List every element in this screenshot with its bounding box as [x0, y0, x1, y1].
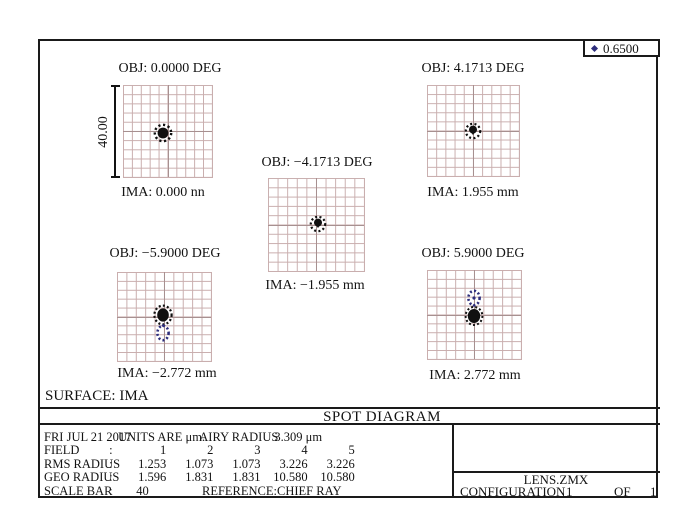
- wavelength-marker-icon: [590, 44, 599, 52]
- rms-value-5: 3.226: [326, 456, 355, 471]
- surface-label: SURFACE: IMA: [45, 388, 149, 404]
- units-text: UNITS ARE μm.: [118, 430, 206, 444]
- rms-value-2: 1.073: [185, 456, 214, 471]
- geo-value-5: 10.580: [320, 470, 355, 485]
- rms-radius-row: RMS RADIUS : 1.253 1.073 1.073 3.226 3.2…: [44, 456, 448, 471]
- colon: :: [109, 443, 113, 458]
- geo-value-1: 1.596: [138, 470, 167, 485]
- field-row-label: FIELD: [44, 443, 80, 458]
- obj-label-field-3: OBJ: −4.1713 DEG: [261, 155, 373, 170]
- ima-label-field-3: IMA: −1.955 mm: [265, 278, 365, 293]
- configuration-value: 1: [566, 484, 573, 499]
- ima-label-field-4: IMA: −2.772 mm: [117, 366, 217, 381]
- ima-label-field-5: IMA: 2.772 mm: [429, 368, 521, 383]
- rms-row-label: RMS RADIUS: [44, 456, 121, 471]
- scale-bar-value: 40.00: [96, 116, 111, 148]
- configuration-of-label: OF: [614, 484, 631, 499]
- rms-value-3: 1.073: [232, 456, 261, 471]
- page-title: SPOT DIAGRAM: [323, 409, 441, 425]
- field-2-number: 2: [207, 443, 214, 458]
- airy-radius-label: AIRY RADIUS: [199, 430, 279, 444]
- colon: :: [109, 470, 113, 485]
- obj-label-field-1: OBJ: 0.0000 DEG: [118, 61, 222, 76]
- ima-label-field-2: IMA: 1.955 mm: [427, 185, 519, 200]
- scale-bar-axis: [111, 85, 120, 178]
- field-1-number: 1: [160, 443, 167, 458]
- configuration-total: 1: [650, 484, 657, 499]
- scale-bar-number: 40: [136, 483, 149, 498]
- geo-value-2: 1.831: [185, 470, 214, 485]
- configuration-label: CONFIGURATION: [460, 484, 566, 499]
- obj-label-field-4: OBJ: −5.9000 DEG: [109, 246, 221, 261]
- geo-radius-row: GEO RADIUS : 1.596 1.831 1.831 10.580 10…: [44, 470, 448, 485]
- titleblock-horizontal-divider: [452, 471, 660, 473]
- titleblock-footer: LENS.ZMX CONFIGURATION 1 OF 1: [454, 473, 658, 498]
- geo-value-3: 1.831: [232, 470, 261, 485]
- spot-cluster-field-3: [309, 215, 327, 233]
- ima-label-field-1: IMA: 0.000 nn: [121, 185, 205, 200]
- obj-label-field-2: OBJ: 4.1713 DEG: [421, 61, 525, 76]
- title-band-bottom-line: [38, 423, 660, 425]
- field-row: FIELD : 1 2 3 4 5: [44, 443, 448, 458]
- field-5-number: 5: [348, 443, 355, 458]
- spot-cluster-field-5: [464, 289, 484, 326]
- rms-value-1: 1.253: [138, 456, 167, 471]
- info-header-row: FRI JUL 21 2017 UNITS ARE μm. AIRY RADIU…: [44, 430, 448, 444]
- airy-radius-value: 3.309 μm: [274, 430, 323, 444]
- title-band-top-line: [38, 407, 660, 409]
- rms-value-4: 3.226: [279, 456, 308, 471]
- spot-cluster-field-2: [464, 122, 482, 140]
- colon: :: [109, 483, 113, 498]
- date-text: FRI JUL 21 2017: [44, 430, 132, 444]
- field-3-number: 3: [254, 443, 261, 458]
- obj-label-field-5: OBJ: 5.9000 DEG: [421, 246, 525, 261]
- spot-cluster-field-4: [153, 304, 173, 342]
- scale-bar-label: SCALE BAR: [44, 483, 113, 498]
- reference-text: REFERENCE:CHIEF RAY: [202, 483, 342, 498]
- field-4-number: 4: [301, 443, 308, 458]
- plot-frame: [38, 39, 658, 498]
- wavelength-legend: 0.6500: [583, 39, 660, 57]
- colon: :: [109, 456, 113, 471]
- statistics-panel: FRI JUL 21 2017 UNITS ARE μm. AIRY RADIU…: [44, 430, 448, 498]
- lens-file-name: LENS.ZMX: [523, 472, 589, 487]
- geo-row-label: GEO RADIUS: [44, 470, 120, 485]
- geo-value-4: 10.580: [273, 470, 308, 485]
- wavelength-value: 0.6500: [603, 40, 639, 56]
- scale-bar-row: SCALE BAR : 40 REFERENCE:CHIEF RAY: [44, 483, 448, 498]
- spot-cluster-field-1: [153, 123, 173, 143]
- titleblock-vertical-divider: [452, 423, 454, 498]
